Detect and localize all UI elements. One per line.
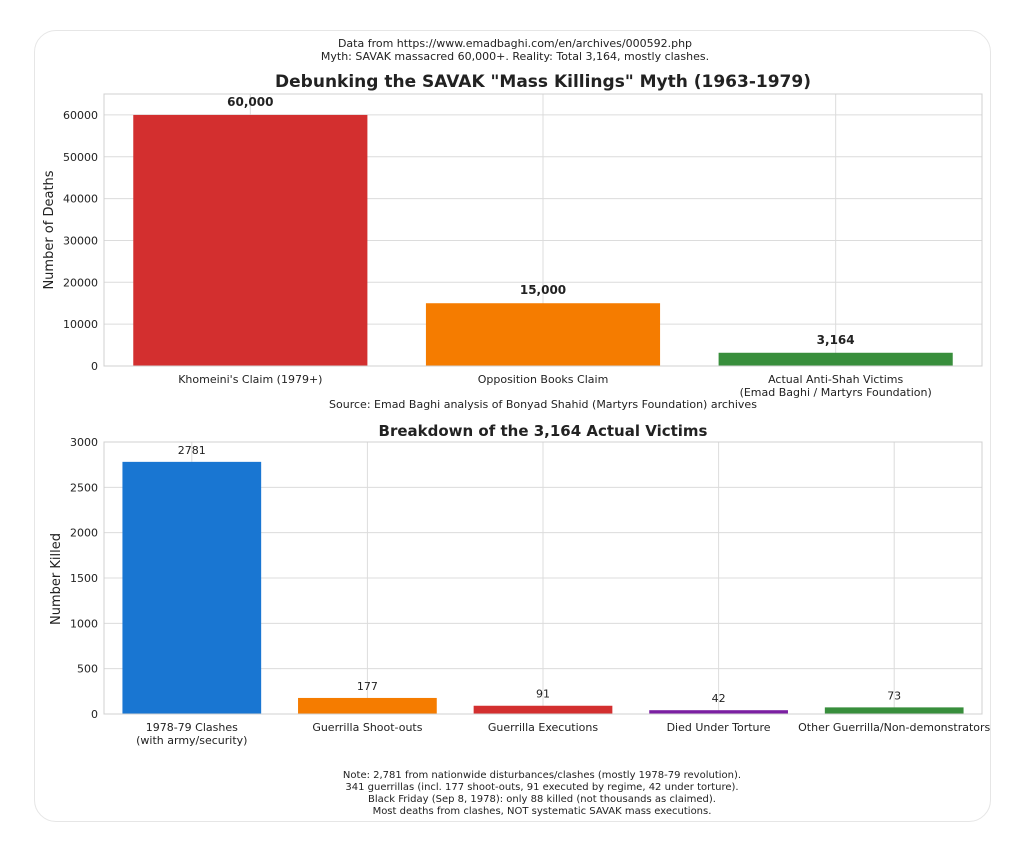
c1-value-label-2: 15,000 [520, 283, 566, 297]
footnote: Note: 2,781 from nationwide disturbances… [343, 770, 741, 817]
c1-category-label-1: Khomeini's Claim (1979+) [178, 373, 322, 386]
c2-ytick-label: 3000 [70, 436, 98, 449]
footnote-line-2: 341 guerrillas (incl. 177 shoot-outs, 91… [345, 782, 738, 793]
c1-ytick-label: 60000 [63, 109, 98, 122]
c1-plot-frame [103, 93, 983, 367]
c2-category-label-1: 1978-79 Clashes (with army/security) [136, 721, 247, 747]
c1-ytick-label: 30000 [63, 234, 98, 247]
chart2-title: Breakdown of the 3,164 Actual Victims [379, 422, 708, 440]
c2-ytick-label: 0 [91, 708, 98, 721]
c1-category-label-2: Opposition Books Claim [478, 373, 609, 386]
chart2-ylabel: Number Killed [49, 533, 64, 625]
c1-ytick-label: 50000 [63, 151, 98, 164]
c2-ytick-label: 2500 [70, 481, 98, 494]
footnote-line-4: Most deaths from clashes, NOT systematic… [373, 806, 712, 817]
c1-ytick-label: 20000 [63, 276, 98, 289]
c2-ytick-label: 500 [77, 663, 98, 676]
c1-ytick-label: 40000 [63, 193, 98, 206]
c1-ytick-label: 10000 [63, 318, 98, 331]
c1-category-label-3: Actual Anti-Shah Victims (Emad Baghi / Ma… [740, 373, 932, 399]
c2-bar-2 [298, 697, 437, 714]
c2-value-label-3: 91 [536, 688, 550, 701]
c2-bar-4 [649, 710, 788, 714]
c2-value-label-1: 2781 [178, 444, 206, 457]
c2-bar-3 [473, 705, 613, 714]
chart1-ylabel: Number of Deaths [42, 170, 57, 289]
deaths-claims-chart: Debunking the SAVAK "Mass Killings" Myth… [42, 72, 983, 411]
c2-bar-1 [122, 461, 262, 714]
c1-value-label-3: 3,164 [817, 333, 855, 347]
chart1-title: Debunking the SAVAK "Mass Killings" Myth… [275, 72, 811, 92]
c2-ytick-label: 1000 [70, 617, 98, 630]
c2-value-label-5: 73 [887, 689, 901, 702]
c2-category-label-2: Guerrilla Shoot-outs [312, 721, 422, 734]
c2-plot-frame [103, 441, 983, 715]
c1-bar-1 [133, 114, 368, 366]
c2-category-label-4: Died Under Torture [667, 721, 771, 734]
c2-bar-5 [824, 707, 964, 714]
header-line-2: Myth: SAVAK massacred 60,000+. Reality: … [321, 50, 709, 63]
c1-ytick-label: 0 [91, 360, 98, 373]
header-line-1: Data from https://www.emadbaghi.com/en/a… [338, 37, 692, 50]
c2-ytick-label: 1500 [70, 572, 98, 585]
c2-category-label-5: Other Guerrilla/Non-demonstrators [798, 721, 990, 734]
c2-value-label-2: 177 [357, 680, 378, 693]
c2-value-label-4: 42 [712, 692, 726, 705]
c2-category-label-3: Guerrilla Executions [488, 721, 599, 734]
c2-ytick-label: 2000 [70, 527, 98, 540]
footnote-line-1: Note: 2,781 from nationwide disturbances… [343, 770, 741, 781]
chart1-source-note: Source: Emad Baghi analysis of Bonyad Sh… [329, 398, 757, 411]
victims-breakdown-chart: Breakdown of the 3,164 Actual Victims Nu… [49, 422, 991, 747]
c1-bar-2 [425, 303, 661, 366]
c1-bar-3 [718, 352, 953, 366]
c1-value-label-1: 60,000 [227, 95, 273, 109]
footnote-line-3: Black Friday (Sep 8, 1978): only 88 kill… [368, 794, 716, 805]
